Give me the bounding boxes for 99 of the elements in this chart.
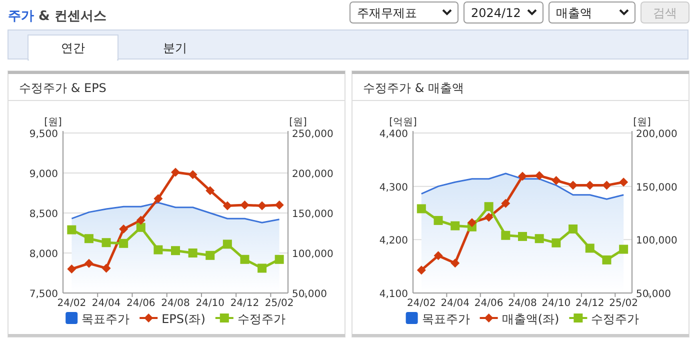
x-tick-label: 24/04: [440, 298, 470, 309]
y2-tick-label: 50,000: [636, 289, 671, 300]
point: [67, 264, 76, 274]
y2-tick-label: 150,000: [636, 182, 678, 194]
point: [102, 238, 111, 248]
text: 분기: [163, 41, 187, 55]
x-tick-label: 24/04: [92, 298, 121, 309]
legend-label: 목표주가: [422, 312, 470, 326]
y-tick-label: 8,500: [29, 209, 58, 220]
point: [206, 186, 215, 196]
x-tick-label: 24/10: [542, 298, 571, 309]
y-axis-title: [억원]: [389, 117, 417, 128]
y2-tick-label: 50,000: [292, 289, 327, 300]
point: [450, 258, 460, 268]
point: [602, 255, 612, 264]
point: [119, 224, 128, 234]
point: [171, 168, 180, 177]
x-tick-label: 24/06: [126, 298, 156, 309]
legend-label: 수정주가: [237, 312, 286, 326]
point: [416, 204, 426, 214]
point: [222, 201, 232, 210]
x-tick-label: 24/02: [407, 298, 436, 309]
point: [568, 224, 578, 234]
y-tick-label: 9,000: [29, 169, 58, 180]
point: [136, 216, 146, 225]
x-tick-label: 24/12: [575, 298, 604, 309]
x-tick-label: 24/12: [230, 298, 260, 309]
point: [434, 216, 443, 225]
y2-tick-label: 250,000: [292, 129, 334, 140]
point: [154, 245, 163, 254]
x-tick-label: 25/02: [264, 298, 294, 309]
text: 연간: [61, 41, 85, 55]
point: [434, 251, 443, 260]
point: [619, 178, 628, 187]
point: [518, 232, 527, 241]
point: [102, 264, 111, 273]
y2-tick-label: 150,000: [292, 209, 334, 220]
y2-axis-title: [원]: [289, 117, 307, 128]
point: [518, 172, 527, 181]
point: [222, 240, 232, 249]
point: [467, 218, 476, 228]
point: [552, 238, 561, 248]
point: [84, 258, 94, 268]
legend-label: EPS(좌): [162, 312, 206, 326]
x-tick-label: 24/02: [57, 298, 86, 309]
x-tick-label: 24/06: [474, 298, 504, 309]
x-tick-label: 24/10: [196, 298, 225, 309]
point: [552, 176, 561, 185]
point: [171, 246, 180, 256]
legend-label: 목표주가: [82, 312, 130, 326]
y2-tick-label: 100,000: [636, 236, 678, 247]
point: [501, 230, 510, 240]
point: [240, 254, 250, 264]
x-tick-label: 25/02: [609, 298, 638, 309]
y2-tick-label: 200,000: [292, 169, 334, 180]
chart-title: 수정주가 & 매출액: [363, 81, 464, 95]
y2-tick-label: 200,000: [636, 129, 678, 140]
point: [240, 200, 250, 210]
dropdown: 주재무제표: [350, 2, 458, 24]
chart-title: 수정주가 & EPS: [19, 81, 106, 95]
text: 검색: [653, 6, 677, 20]
point: [619, 244, 628, 254]
x-tick-label: 24/08: [508, 298, 537, 309]
y-tick-label: 7,500: [29, 289, 58, 300]
point: [416, 266, 426, 275]
y2-tick-label: 100,000: [292, 249, 334, 260]
point: [534, 171, 544, 180]
point: [585, 244, 594, 253]
y2-axis-title: [원]: [633, 117, 651, 128]
point: [258, 264, 267, 273]
y-tick-label: 9,500: [29, 129, 58, 140]
y-tick-label: 8,000: [29, 249, 58, 260]
point: [258, 201, 267, 210]
point: [484, 212, 494, 222]
point: [534, 234, 544, 244]
point: [67, 225, 76, 234]
point: [450, 221, 460, 230]
point: [136, 222, 146, 232]
dropdown: 2024/12: [464, 2, 544, 24]
point: [188, 248, 198, 258]
point: [84, 234, 94, 244]
point: [274, 254, 284, 264]
point: [501, 198, 510, 208]
x-tick-label: 24/08: [161, 298, 190, 309]
legend-label: 수정주가: [591, 312, 640, 326]
legend-label: 매출액(좌): [502, 312, 560, 326]
y-axis-title: [원]: [44, 117, 62, 128]
dropdown: 매출액: [548, 2, 636, 24]
point: [484, 202, 494, 212]
point: [154, 194, 163, 204]
text: 주가 & 컨센서스: [8, 9, 106, 24]
y-tick-label: 4,200: [379, 236, 408, 247]
y-tick-label: 4,300: [379, 182, 408, 194]
y-tick-label: 4,100: [379, 289, 408, 300]
point: [274, 200, 284, 210]
point: [188, 170, 198, 180]
y-tick-label: 4,400: [379, 129, 408, 140]
point: [119, 238, 128, 248]
point: [206, 250, 215, 260]
